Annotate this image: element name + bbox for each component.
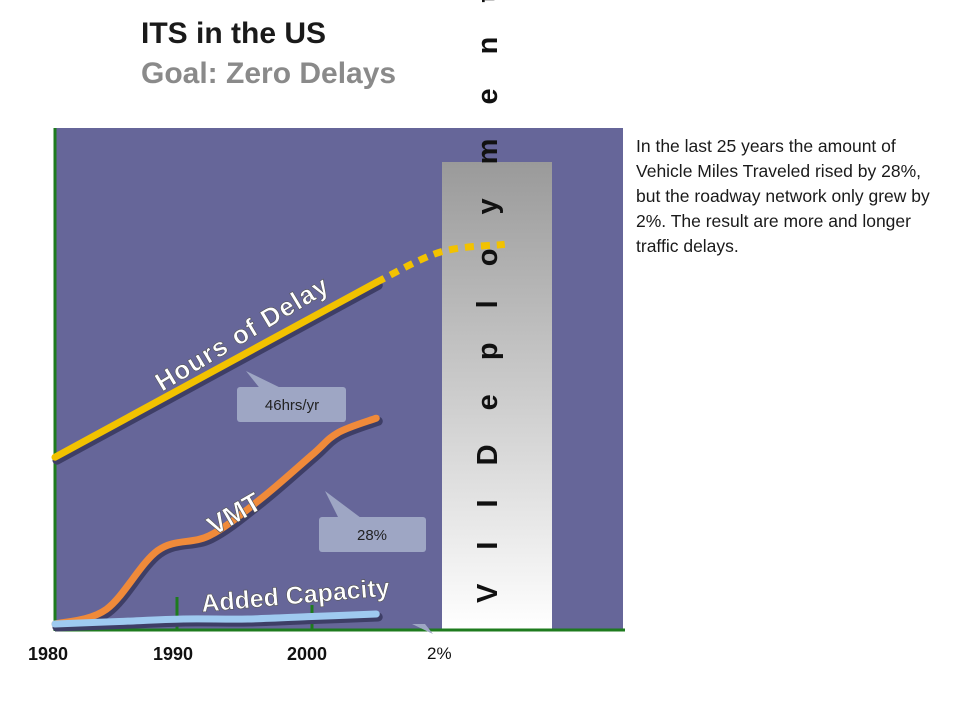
x-tick-1990: 1990 (153, 644, 194, 664)
series-line-added-capacity (51, 610, 380, 628)
callout-capacity-label: 2% (427, 644, 452, 663)
band-label: V I I D e p l o y m e n t (472, 0, 504, 603)
page-title: ITS in the US (141, 17, 327, 50)
callout-vmt-label: 28% (357, 527, 387, 544)
callout-vmt: 28% (319, 491, 426, 552)
x-tick-1980: 1980 (28, 644, 69, 664)
vii-deployment-band (442, 162, 552, 630)
callout-hours-label: 46hrs/yr (265, 397, 319, 414)
series-shadow-vmt (52, 416, 383, 632)
series-line-hours-of-delay (51, 278, 380, 461)
callout-capacity-pointer (412, 624, 433, 634)
page-subtitle: Goal: Zero Delays (141, 57, 397, 90)
series-shadow-hours-of-delay (52, 280, 383, 465)
series-line-vmt (51, 414, 380, 628)
series-projection-hours-of-delay (374, 240, 506, 286)
description-text: In the last 25 years the amount of Vehic… (636, 136, 930, 256)
callout-hours: 46hrs/yr (237, 371, 346, 422)
x-tick-2000: 2000 (287, 644, 328, 664)
